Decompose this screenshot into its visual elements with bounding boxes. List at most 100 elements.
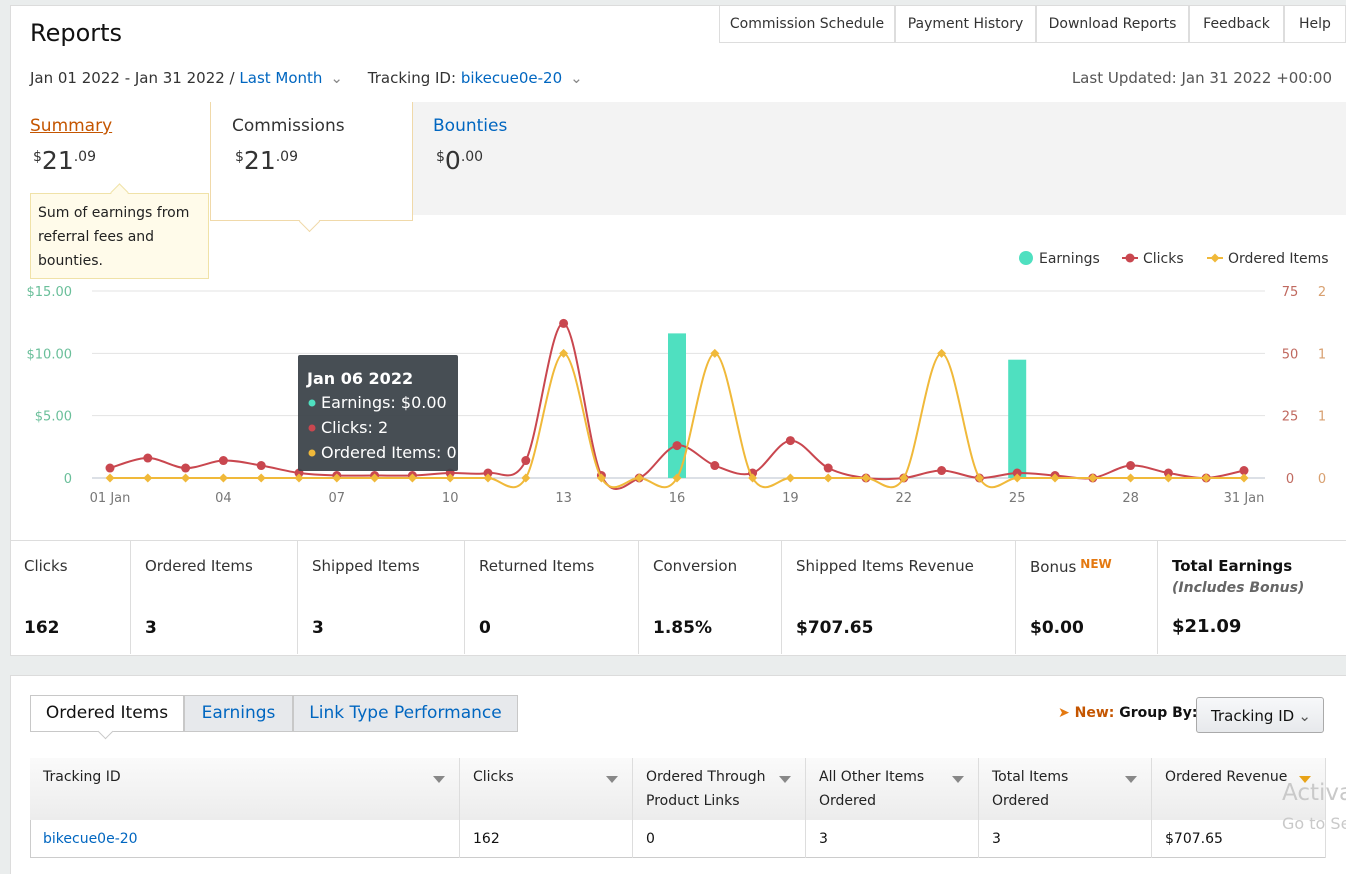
point	[483, 473, 493, 483]
point	[1239, 473, 1249, 483]
stat-label-text: Conversion	[653, 557, 738, 575]
stat-label-text: Returned Items	[479, 557, 595, 575]
chevron: ⌄	[1298, 707, 1311, 725]
point	[218, 473, 228, 483]
table-cell: 162	[460, 820, 633, 858]
sort-arrow	[952, 776, 964, 783]
tooltip-dot	[308, 399, 316, 407]
commissions-tab-bg	[210, 102, 413, 221]
nav-tab[interactable]: Feedback	[1189, 6, 1284, 43]
legend-swatch	[1125, 253, 1135, 263]
stat-label-text: Total Earnings	[1172, 557, 1293, 575]
point	[521, 473, 531, 483]
stat-cell: Shipped Items 3	[298, 540, 465, 654]
point	[937, 466, 947, 476]
stat-value: 3	[312, 618, 324, 638]
amount-cents: .00	[460, 149, 484, 165]
table-header[interactable]: Total Items Ordered	[979, 758, 1152, 820]
stat-label-text: Ordered Items	[145, 557, 253, 575]
stat-label-text: Shipped Items Revenue	[796, 557, 974, 575]
watermark: Activa	[1282, 780, 1346, 806]
stat-cell: Bonus NEW $0.00	[1016, 540, 1158, 654]
point	[1239, 466, 1249, 476]
point	[1050, 473, 1060, 483]
summary-amount: $21.09	[33, 146, 96, 175]
point	[181, 473, 191, 483]
tick-label: 0	[1318, 472, 1326, 487]
tooltip-line: Ordered Items: 0	[321, 443, 457, 462]
point	[823, 473, 833, 483]
table-header[interactable]: Clicks	[460, 758, 633, 820]
stat-value: 0	[479, 618, 491, 638]
point	[710, 348, 720, 358]
period-select[interactable]: Last Month	[239, 69, 323, 87]
point	[634, 473, 644, 483]
report-tab[interactable]: Link Type Performance	[293, 695, 518, 732]
group-by: ➤ New: Group By:	[1058, 705, 1198, 721]
sort-arrow	[1125, 776, 1137, 783]
point	[785, 473, 795, 483]
currency: $	[436, 149, 445, 165]
point	[1126, 473, 1136, 483]
group-by-value: Tracking ID	[1211, 707, 1295, 725]
tick-label: 0	[64, 472, 72, 487]
group-by-select[interactable]: Tracking ID ⌄	[1196, 697, 1324, 733]
amount-whole: 21	[243, 146, 276, 175]
point	[899, 473, 909, 483]
date-row: Jan 01 2022 - Jan 31 2022 / Last Month ⌄ …	[30, 69, 583, 87]
point	[1163, 473, 1173, 483]
x-tick-label: 31 Jan	[1224, 491, 1265, 506]
summary-tab-label[interactable]: Bounties	[433, 116, 508, 136]
x-tick-label: 25	[1009, 491, 1026, 506]
tick-label: 0	[1286, 472, 1294, 487]
stat-value: 1.85%	[653, 618, 712, 638]
tick-label: 25	[1282, 410, 1299, 425]
sort-arrow	[779, 776, 791, 783]
table-cell: 0	[633, 820, 806, 858]
tick-label: 75	[1282, 285, 1299, 300]
table-header[interactable]: Tracking ID	[30, 758, 460, 820]
point	[143, 473, 153, 483]
point	[294, 473, 304, 483]
table-cell[interactable]: bikecue0e-20	[30, 820, 460, 858]
nav-tab[interactable]: Commission Schedule	[719, 6, 895, 43]
summary-tooltip: Sum of earnings from referral fees and b…	[30, 193, 209, 279]
point	[710, 461, 720, 471]
tooltip-line: Clicks: 2	[321, 418, 388, 437]
date-range: Jan 01 2022 - Jan 31 2022 /	[30, 69, 235, 87]
legend-swatch	[1019, 251, 1033, 265]
last-updated: Last Updated: Jan 31 2022 +00:00	[1071, 69, 1332, 87]
table-header[interactable]: Ordered Revenue	[1152, 758, 1326, 820]
report-tab[interactable]: Earnings	[184, 695, 293, 732]
legend-label: Ordered Items	[1228, 251, 1329, 267]
summary-tab-label[interactable]: Summary	[30, 116, 113, 136]
table-cell: 3	[806, 820, 979, 858]
table-header[interactable]: Ordered Through Product Links	[633, 758, 806, 820]
header-text: Ordered Revenue	[1165, 769, 1288, 785]
stat-label-text: Shipped Items	[312, 557, 420, 575]
stat-cell: Total Earnings (Includes Bonus) $21.09	[1158, 540, 1346, 654]
stat-cell: Ordered Items 3	[131, 540, 298, 654]
tick-label: 1	[1318, 347, 1326, 362]
currency: $	[33, 149, 42, 165]
summary-tab-label[interactable]: Commissions	[232, 116, 345, 136]
sort-arrow	[433, 776, 445, 783]
currency: $	[235, 149, 244, 165]
stat-label: Conversion	[653, 557, 737, 575]
stat-value: $21.09	[1172, 616, 1242, 637]
chart: 0 $5.00 $10.00 $15.00 0 25 50 75 0 1 1 2 01 Jan 04 07 1…	[27, 251, 1329, 506]
nav-tab[interactable]: Help	[1284, 6, 1346, 43]
nav-tab[interactable]: Payment History	[895, 6, 1036, 43]
table-header[interactable]: All Other Items Ordered	[806, 758, 979, 820]
stat-cell: Conversion 1.85%	[639, 540, 782, 654]
point	[672, 441, 682, 451]
point	[672, 473, 682, 483]
tick-label: $10.00	[27, 347, 73, 362]
nav-tab[interactable]: Download Reports	[1036, 6, 1189, 43]
point	[1163, 468, 1173, 478]
point	[861, 473, 871, 483]
point	[181, 463, 191, 473]
tracking-select[interactable]: bikecue0e-20	[460, 69, 563, 87]
divider	[11, 540, 1346, 541]
x-tick-label: 01 Jan	[90, 491, 131, 506]
